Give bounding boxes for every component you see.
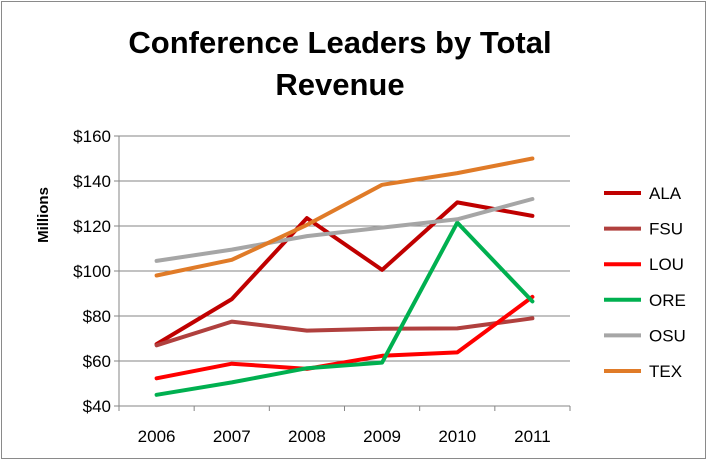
y-tick-label: $120 bbox=[73, 217, 111, 236]
x-tick-label: 2007 bbox=[213, 427, 251, 446]
series-line-osu bbox=[154, 197, 535, 263]
chart-title: Conference Leaders by Total Revenue bbox=[128, 25, 552, 102]
x-tick-label: 2006 bbox=[138, 427, 176, 446]
gridlines bbox=[114, 135, 571, 411]
x-tick-label: 2009 bbox=[363, 427, 401, 446]
y-tick-label: $140 bbox=[73, 172, 111, 191]
y-tick-label: $80 bbox=[83, 307, 111, 326]
legend-label: TEX bbox=[649, 362, 682, 381]
y-tick-label: $40 bbox=[83, 397, 111, 416]
y-tick-label: $60 bbox=[83, 352, 111, 371]
x-tick-labels: 2006 2007 2008 2009 2010 2011 bbox=[138, 427, 551, 446]
legend-label: ORE bbox=[649, 291, 686, 310]
legend-label: LOU bbox=[649, 255, 684, 274]
legend-label: OSU bbox=[649, 326, 686, 345]
series-lines bbox=[154, 156, 535, 397]
x-tick-label: 2008 bbox=[288, 427, 326, 446]
x-tick-label: 2011 bbox=[514, 427, 551, 446]
y-axis-label: Millions bbox=[35, 187, 52, 243]
legend-label: ALA bbox=[649, 184, 682, 203]
y-tick-labels: $40 $60 $80 $100 $120 $140 $160 bbox=[73, 127, 111, 416]
series-line-tex bbox=[154, 156, 535, 278]
series-line-ore bbox=[154, 220, 535, 397]
legend-label: FSU bbox=[649, 220, 683, 239]
y-tick-label: $100 bbox=[73, 262, 111, 281]
x-tick-label: 2010 bbox=[438, 427, 476, 446]
y-tick-label: $160 bbox=[73, 127, 111, 146]
legend: ALA FSU LOU ORE OSU TEX bbox=[604, 184, 686, 381]
series-line-ala bbox=[154, 200, 535, 347]
series-line-fsu bbox=[154, 316, 535, 348]
series-line-lou bbox=[154, 294, 535, 381]
